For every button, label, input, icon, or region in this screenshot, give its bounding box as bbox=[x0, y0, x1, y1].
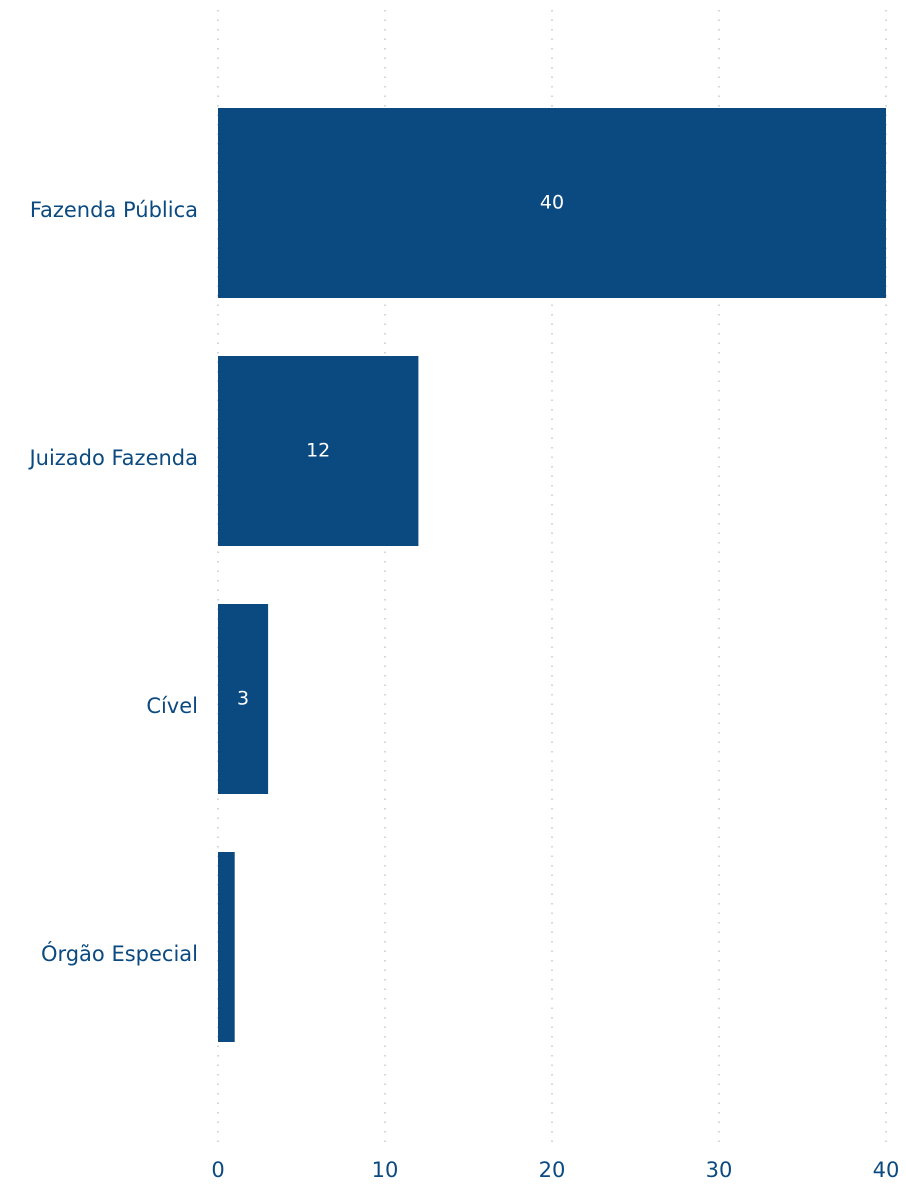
value-label: 40 bbox=[540, 192, 564, 214]
y-tick-label: Órgão Especial bbox=[41, 941, 198, 966]
x-tick-label: 20 bbox=[539, 1158, 566, 1182]
y-tick-label: Juizado Fazenda bbox=[27, 446, 198, 470]
x-tick-label: 10 bbox=[372, 1158, 399, 1182]
x-tick-label: 30 bbox=[706, 1158, 733, 1182]
bar bbox=[218, 604, 269, 794]
x-tick-label: 40 bbox=[873, 1158, 900, 1182]
bar bbox=[218, 852, 235, 1042]
y-tick-label: Cível bbox=[146, 694, 198, 718]
value-label: 3 bbox=[237, 688, 249, 710]
bar bbox=[218, 356, 419, 546]
y-tick-label: Fazenda Pública bbox=[30, 198, 198, 222]
x-tick-label: 0 bbox=[211, 1158, 224, 1182]
bar bbox=[218, 108, 886, 298]
value-label: 12 bbox=[306, 440, 330, 462]
